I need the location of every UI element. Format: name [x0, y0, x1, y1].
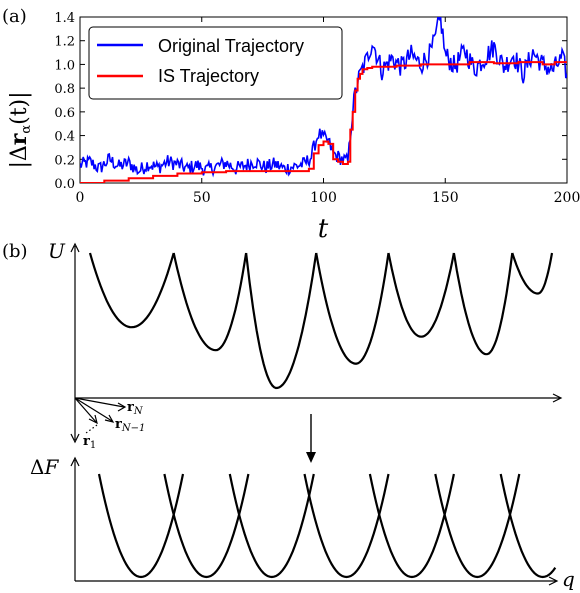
free-energy-parabola	[228, 473, 315, 579]
x-tick-label: 50	[193, 190, 211, 206]
x-tick-label: 0	[76, 190, 85, 206]
free-energy-parabola	[163, 473, 250, 579]
svg-text:|Δrα(t)|: |Δrα(t)|	[6, 91, 34, 168]
vector-dots	[85, 424, 98, 434]
panel-b-lower-xlabel: q	[562, 567, 575, 591]
panel-b-label: (b)	[2, 241, 28, 262]
legend-box	[88, 26, 343, 100]
x-tick-label: 150	[432, 190, 459, 206]
y-tick-label: 0.0	[54, 177, 75, 192]
y-tick-label: 1.0	[54, 58, 75, 73]
free-energy-parabola	[97, 473, 185, 579]
y-tick-label: 1.4	[54, 11, 75, 26]
legend-label-is: IS Trajectory	[158, 66, 259, 86]
panel-a-series	[80, 17, 567, 183]
vector-rN1-label: rN−1	[115, 417, 145, 434]
panel-a-label: (a)	[2, 6, 27, 27]
panel-b-lower-ylabel: ΔF	[30, 455, 59, 479]
panel-b-down-arrow	[306, 414, 316, 463]
potential-well	[88, 252, 175, 329]
potential-well	[245, 252, 318, 390]
vector-r2-arrow	[74, 397, 97, 423]
y-tick-label: 0.2	[54, 153, 75, 168]
vector-rN-label: rN	[127, 400, 144, 417]
y-tick-label: 0.6	[54, 106, 75, 121]
x-tick-label: 100	[310, 190, 337, 206]
vector-r1-label: r1	[83, 434, 96, 451]
panel-a-ylabel: |Δrα(t)|	[6, 91, 34, 168]
y-tick-label: 0.8	[54, 82, 75, 97]
panel-b-lower-axes	[70, 456, 559, 586]
free-energy-parabola	[368, 473, 455, 579]
free-energy-parabola	[434, 473, 521, 579]
y-tick-label: 0.4	[54, 130, 75, 145]
legend-label-original: Original Trajectory	[158, 36, 304, 56]
potential-well	[452, 252, 514, 356]
potential-well	[511, 252, 554, 295]
panel-a-ticks: 0 50 100 150 200 0.0 0.2 0.4 0.6 0.8 1.0 1.2 1.4	[54, 11, 580, 206]
panel-b-lower-free-energy	[97, 473, 557, 579]
series-is-trajectory	[80, 61, 567, 183]
panel-b-upper-potential	[88, 252, 554, 390]
panel-b-vectors: rN rN−1 r1	[74, 397, 145, 451]
potential-well	[387, 252, 455, 338]
free-energy-parabola	[499, 473, 557, 579]
potential-well	[172, 252, 248, 352]
panel-b-upper-ylabel: U	[48, 239, 66, 263]
free-energy-parabola	[303, 473, 390, 579]
panel-b-upper-axes	[70, 242, 563, 444]
vector-rN-arrow	[74, 397, 125, 408]
vector-rN1-arrow	[74, 397, 113, 422]
panel-a-legend: Original Trajectory IS Trajectory	[88, 26, 343, 100]
panel-a-xlabel: t	[318, 214, 329, 244]
y-tick-label: 1.2	[54, 35, 75, 50]
x-tick-label: 200	[554, 190, 580, 206]
potential-well	[315, 252, 390, 365]
